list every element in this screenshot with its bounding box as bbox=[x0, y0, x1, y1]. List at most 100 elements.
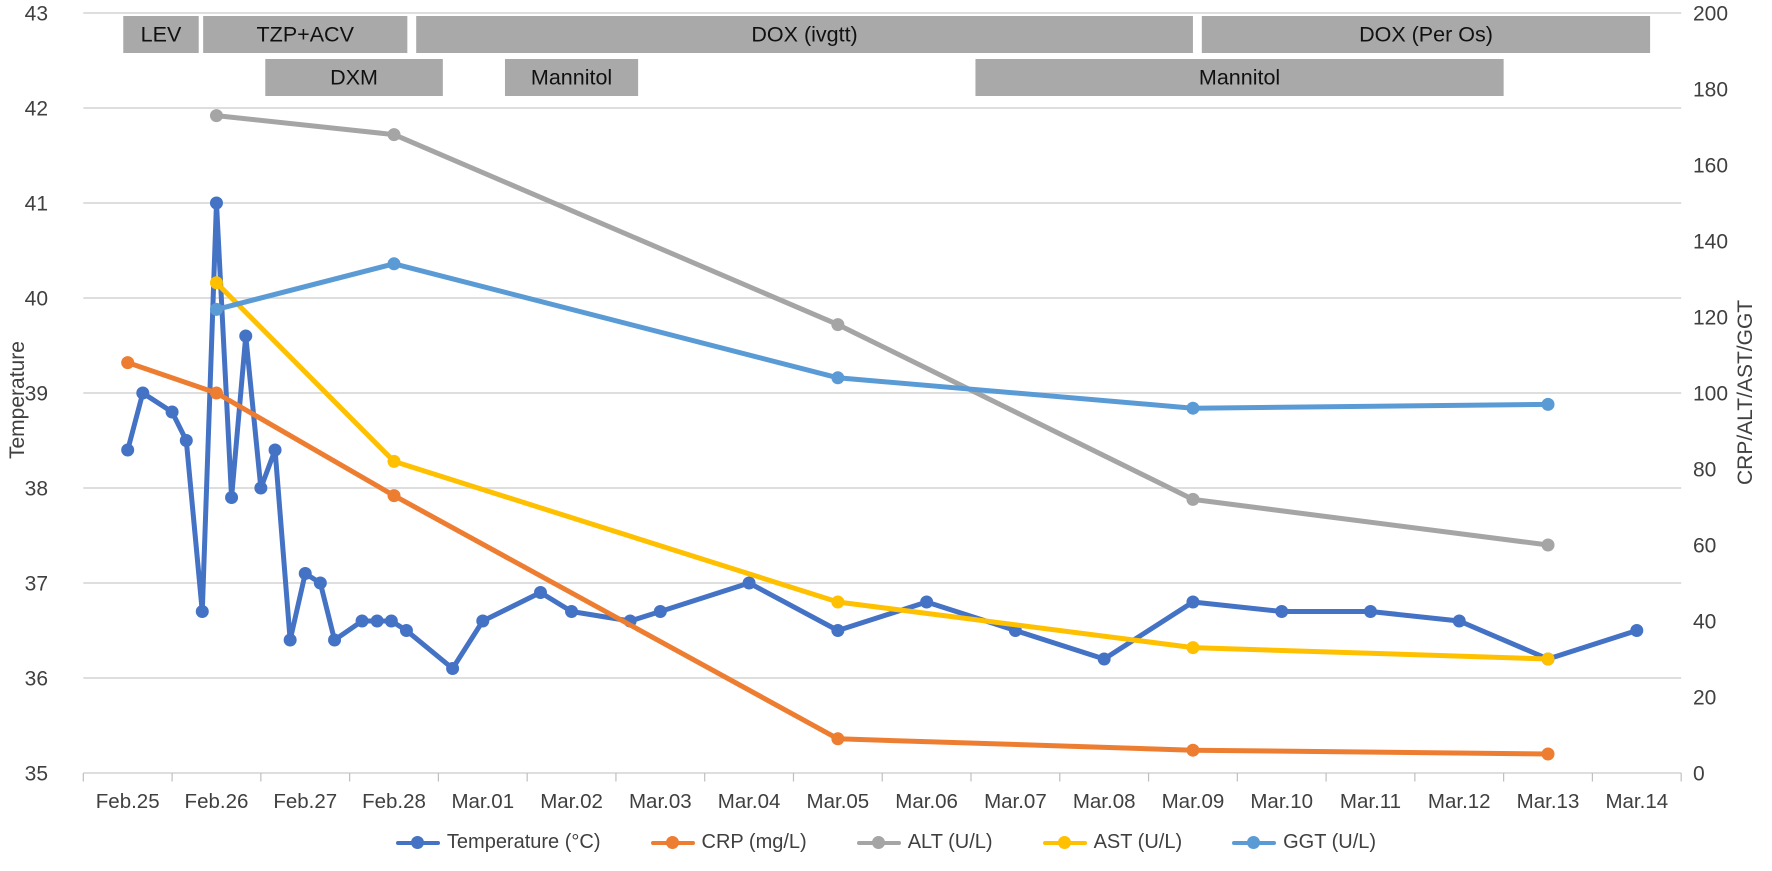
medication-bar-label: DXM bbox=[330, 66, 378, 90]
legend-dot-ggt bbox=[1247, 836, 1261, 849]
legend-marker-ggt bbox=[1232, 836, 1277, 849]
left-axis-tick-label: 41 bbox=[25, 193, 48, 216]
x-axis-label: Mar.05 bbox=[807, 790, 870, 813]
right-axis-tick-label: 180 bbox=[1693, 79, 1728, 102]
temperature-point bbox=[399, 624, 413, 637]
right-axis-tick-label: 80 bbox=[1693, 459, 1716, 482]
right-axis-tick-label: 20 bbox=[1693, 687, 1716, 710]
x-axis-label: Feb.26 bbox=[185, 790, 249, 813]
x-axis-label: Mar.13 bbox=[1517, 790, 1580, 813]
ast-point bbox=[387, 454, 401, 468]
temperature-point bbox=[920, 595, 934, 609]
temperature-point bbox=[742, 576, 756, 590]
left-axis-tick-label: 40 bbox=[25, 288, 48, 311]
right-axis-title: CRP/ALT/AST/GGT bbox=[1734, 299, 1757, 485]
ggt-point bbox=[1541, 397, 1555, 411]
legend-marker-alt bbox=[856, 836, 901, 849]
legend-item-ggt: GGT (U/L) bbox=[1232, 831, 1376, 854]
left-axis-tick-label: 42 bbox=[25, 98, 48, 121]
temperature-point bbox=[1097, 652, 1111, 666]
x-axis-label: Mar.08 bbox=[1073, 790, 1136, 813]
legend-label-ggt: GGT (U/L) bbox=[1283, 831, 1377, 853]
temperature-point bbox=[565, 605, 579, 618]
alt-line bbox=[213, 113, 1551, 548]
temperature-point bbox=[121, 443, 135, 457]
legend-label-ast: AST (U/L) bbox=[1093, 831, 1183, 853]
legend-dot-alt bbox=[871, 836, 885, 849]
temperature-point bbox=[653, 605, 667, 618]
left-axis-tick-label: 43 bbox=[25, 3, 48, 26]
alt-point bbox=[209, 109, 223, 123]
temperature-point bbox=[328, 633, 342, 647]
medication-bar bbox=[265, 59, 443, 96]
temperature-point bbox=[283, 633, 297, 647]
x-axis-label: Mar.03 bbox=[629, 790, 692, 813]
ggt-point bbox=[831, 371, 845, 385]
medication-bar bbox=[416, 16, 1193, 53]
legend-dot-crp bbox=[665, 836, 679, 849]
temperature-point bbox=[355, 614, 369, 628]
ggt-line bbox=[213, 261, 1551, 411]
temperature-point bbox=[179, 434, 193, 447]
medication-bar-label: LEV bbox=[141, 23, 182, 47]
legend-label-alt: ALT (U/L) bbox=[907, 831, 993, 853]
temperature-point bbox=[370, 614, 384, 628]
chart-legend: Temperature (°C) CRP (mg/L) ALT (U/L) AST (… bbox=[0, 831, 1772, 854]
left-axis-tick-label: 35 bbox=[25, 763, 48, 786]
left-axis-tick-label: 38 bbox=[25, 478, 48, 501]
x-axis-label: Mar.10 bbox=[1250, 790, 1313, 813]
temperature-point bbox=[1630, 624, 1644, 637]
temperature-point bbox=[136, 386, 150, 400]
x-axis-label: Mar.09 bbox=[1162, 790, 1225, 813]
left-axis-tick-label: 39 bbox=[25, 383, 48, 406]
ggt-point bbox=[1186, 401, 1200, 415]
ggt-point bbox=[209, 302, 223, 316]
medication-bar-label: TZP+ACV bbox=[257, 23, 355, 47]
medication-bar-label: DOX (ivgtt) bbox=[751, 23, 857, 47]
legend-label-temperature: Temperature (°C) bbox=[446, 831, 601, 853]
legend-item-temperature: Temperature (°C) bbox=[395, 831, 601, 854]
medication-bar bbox=[123, 16, 199, 53]
medication-bar-label: DOX (Per Os) bbox=[1359, 23, 1493, 47]
left-axis-tick-label: 37 bbox=[25, 573, 48, 596]
x-axis-label: Feb.27 bbox=[273, 790, 337, 813]
temperature-point bbox=[313, 576, 327, 590]
crp-point bbox=[121, 356, 135, 370]
alt-point bbox=[387, 128, 401, 142]
alt-point bbox=[1541, 538, 1555, 552]
x-axis-label: Mar.06 bbox=[895, 790, 958, 813]
right-axis-tick-label: 0 bbox=[1693, 763, 1705, 786]
temperature-point bbox=[1452, 614, 1466, 628]
medication-bar-label: Mannitol bbox=[1199, 66, 1280, 90]
legend-label-crp: CRP (mg/L) bbox=[701, 831, 807, 853]
x-axis-label: Mar.12 bbox=[1428, 790, 1491, 813]
temperature-point bbox=[239, 329, 253, 343]
alt-point bbox=[1186, 492, 1200, 506]
temperature-point bbox=[225, 491, 239, 504]
temperature-point bbox=[476, 614, 490, 628]
ast-point bbox=[209, 276, 223, 290]
x-axis-label: Mar.14 bbox=[1605, 790, 1668, 813]
x-axis-label: Feb.25 bbox=[96, 790, 160, 813]
right-axis-tick-label: 40 bbox=[1693, 611, 1716, 634]
x-axis-label: Mar.02 bbox=[540, 790, 603, 813]
x-axis-label: Mar.11 bbox=[1340, 790, 1401, 813]
temperature-point bbox=[384, 614, 398, 628]
temperature-point bbox=[446, 662, 460, 675]
legend-marker-temperature bbox=[395, 836, 440, 849]
medication-bar bbox=[203, 16, 408, 53]
legend-item-ast: AST (U/L) bbox=[1042, 831, 1183, 854]
right-axis-tick-label: 140 bbox=[1693, 231, 1728, 254]
left-axis-title: Temperature bbox=[6, 341, 29, 459]
alt-point bbox=[831, 318, 845, 332]
right-axis-tick-label: 120 bbox=[1693, 307, 1728, 330]
temperature-point bbox=[831, 624, 845, 637]
temperature-point bbox=[1275, 605, 1289, 618]
x-axis-label: Mar.01 bbox=[451, 790, 514, 813]
left-axis-tick-label: 36 bbox=[25, 668, 48, 691]
medication-bar-label: Mannitol bbox=[531, 66, 612, 90]
crp-line bbox=[125, 360, 1551, 757]
right-axis-tick-label: 200 bbox=[1693, 3, 1728, 26]
